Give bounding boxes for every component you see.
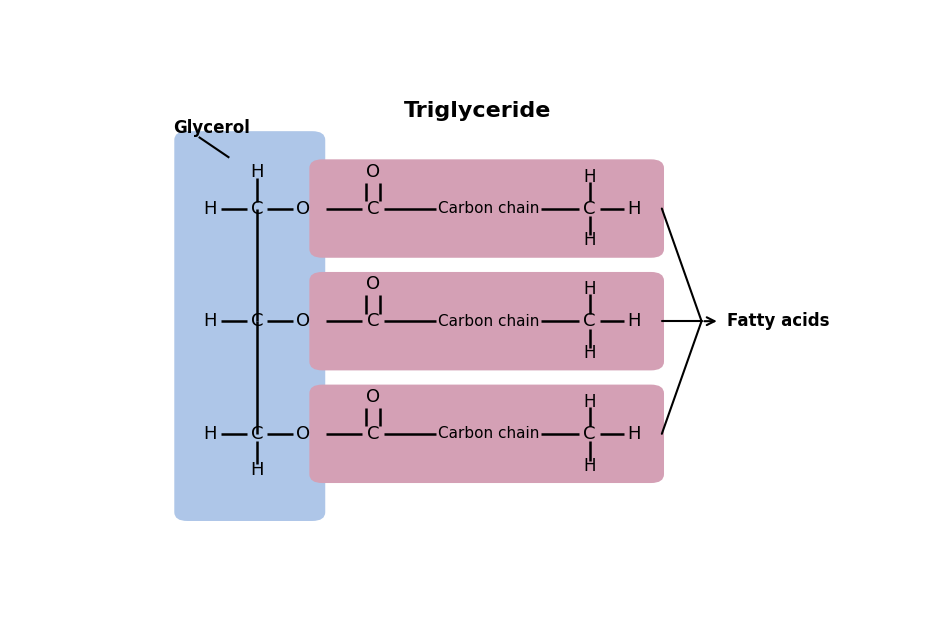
Text: H: H xyxy=(583,280,596,298)
Text: H: H xyxy=(251,163,264,181)
Text: O: O xyxy=(295,312,310,330)
Text: H: H xyxy=(583,457,596,474)
Text: H: H xyxy=(583,393,596,411)
Text: C: C xyxy=(366,425,379,443)
Text: H: H xyxy=(204,312,217,330)
FancyBboxPatch shape xyxy=(309,272,664,370)
Text: C: C xyxy=(583,425,596,443)
Text: C: C xyxy=(366,200,379,218)
Text: O: O xyxy=(295,200,310,218)
Text: H: H xyxy=(583,232,596,249)
FancyBboxPatch shape xyxy=(309,160,664,258)
Text: H: H xyxy=(251,461,264,479)
Text: Carbon chain: Carbon chain xyxy=(438,201,540,216)
FancyBboxPatch shape xyxy=(174,131,325,521)
Text: Fatty acids: Fatty acids xyxy=(727,312,829,330)
Text: H: H xyxy=(204,200,217,218)
Text: H: H xyxy=(583,168,596,186)
Text: O: O xyxy=(366,275,380,293)
Text: H: H xyxy=(627,312,641,330)
Text: O: O xyxy=(366,388,380,406)
Text: H: H xyxy=(204,425,217,443)
Text: C: C xyxy=(366,312,379,330)
Text: H: H xyxy=(627,200,641,218)
Text: Triglyceride: Triglyceride xyxy=(404,100,552,121)
Text: H: H xyxy=(583,344,596,362)
Text: C: C xyxy=(251,312,264,330)
Text: C: C xyxy=(251,425,264,443)
Text: C: C xyxy=(583,200,596,218)
Text: Carbon chain: Carbon chain xyxy=(438,426,540,441)
Text: Glycerol: Glycerol xyxy=(172,119,250,137)
FancyBboxPatch shape xyxy=(309,385,664,483)
Text: Carbon chain: Carbon chain xyxy=(438,314,540,329)
Text: O: O xyxy=(366,163,380,181)
Text: O: O xyxy=(295,425,310,443)
Text: H: H xyxy=(627,425,641,443)
Text: C: C xyxy=(251,200,264,218)
Text: C: C xyxy=(583,312,596,330)
